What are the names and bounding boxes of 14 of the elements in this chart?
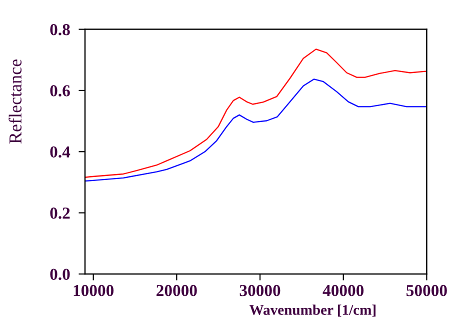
x-axis-title: Wavenumber [1/cm] bbox=[249, 304, 376, 317]
line-series bbox=[85, 48, 427, 178]
y-tick-label: 0.4 bbox=[50, 146, 70, 158]
line-series bbox=[85, 78, 427, 182]
y-tick-label: 0.6 bbox=[50, 85, 70, 96]
x-tick-label: 50000 bbox=[406, 284, 447, 296]
y-tick-label: 0.0 bbox=[50, 268, 70, 280]
x-tick-label: 30000 bbox=[240, 284, 280, 296]
x-tick-label: 20000 bbox=[156, 284, 197, 296]
x-tick-label: 40000 bbox=[322, 284, 364, 296]
y-tick-label: 0.8 bbox=[50, 24, 70, 36]
x-tick-label: 10000 bbox=[74, 284, 114, 296]
y-tick-label: 0.2 bbox=[50, 208, 70, 219]
y-axis-title: Reflectance bbox=[8, 60, 22, 144]
